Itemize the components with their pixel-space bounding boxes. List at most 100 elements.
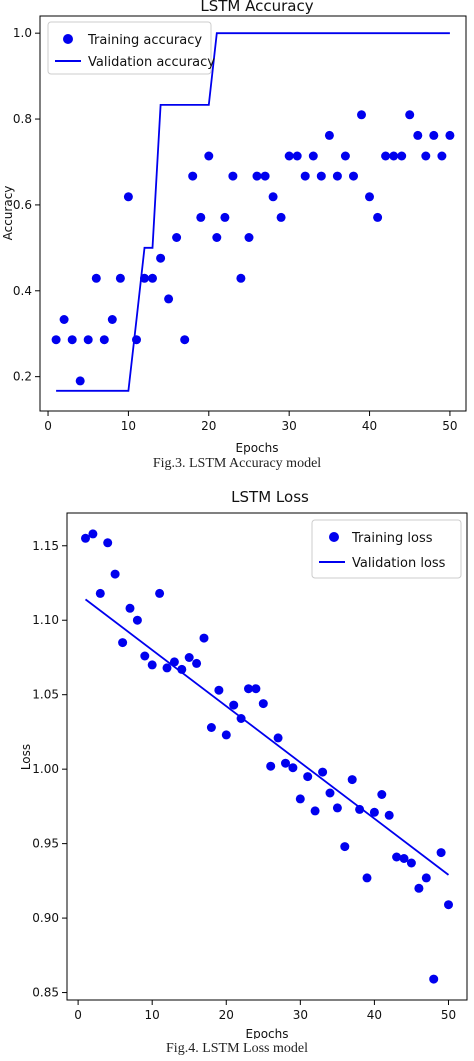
data-point — [81, 533, 90, 543]
x-tick-label: 40 — [362, 419, 377, 433]
data-point — [288, 763, 298, 773]
data-point — [373, 212, 383, 222]
data-point — [244, 233, 254, 242]
data-point — [413, 130, 423, 140]
data-point — [67, 335, 77, 345]
data-point — [221, 730, 231, 740]
chart-title: LSTM Accuracy — [200, 0, 313, 15]
data-point — [125, 603, 135, 613]
data-point — [281, 758, 290, 768]
x-axis-label: Epochs — [246, 1027, 289, 1039]
data-point — [384, 810, 394, 820]
data-point — [421, 873, 431, 883]
data-point — [429, 130, 439, 140]
data-point — [355, 804, 365, 814]
y-axis-ticks: 0.85 0.90 0.95 1.00 1.05 1.10 1.15 — [32, 539, 67, 1000]
data-point — [214, 685, 224, 695]
data-point — [212, 233, 222, 242]
accuracy-chart: LSTM Accuracy 0.2 0.4 0.6 0.8 1.0 0 10 20 30 40 5… — [1, 0, 467, 455]
data-point — [381, 151, 391, 161]
data-point — [362, 873, 372, 883]
data-point — [140, 651, 150, 661]
legend-box — [311, 519, 462, 579]
data-point — [316, 171, 326, 181]
legend: Training accuracy Validation accuracy — [47, 21, 215, 75]
data-point — [204, 151, 214, 161]
data-point — [184, 653, 194, 662]
training-accuracy-series — [51, 110, 455, 386]
data-point — [228, 171, 238, 181]
data-point — [244, 684, 253, 694]
x-axis-ticks: 0 10 20 30 40 50 — [74, 1000, 456, 1022]
y-axis-ticks: 0.2 0.4 0.6 0.8 1.0 — [13, 26, 40, 384]
x-tick-label: 20 — [219, 1008, 234, 1022]
x-tick-label: 40 — [367, 1008, 382, 1022]
data-point — [414, 883, 424, 893]
data-point — [436, 848, 446, 858]
data-point — [369, 807, 379, 817]
data-point — [180, 335, 190, 345]
y-tick-label: 1.10 — [32, 613, 59, 627]
data-point — [392, 852, 402, 862]
data-point — [324, 130, 334, 140]
data-point — [83, 335, 93, 345]
x-tick-label: 20 — [201, 419, 216, 433]
y-axis-label: Loss — [19, 744, 33, 770]
x-tick-label: 0 — [74, 1008, 82, 1022]
data-point — [310, 806, 320, 816]
data-point — [95, 588, 105, 598]
validation-line — [56, 32, 450, 392]
data-point — [276, 212, 286, 222]
data-point — [148, 273, 157, 283]
x-tick-label: 30 — [282, 419, 297, 433]
data-point — [99, 335, 109, 345]
data-point — [172, 233, 182, 242]
x-tick-label: 10 — [145, 1008, 160, 1022]
data-point — [303, 772, 313, 782]
data-point — [132, 335, 141, 345]
data-point — [318, 767, 328, 777]
data-point — [292, 151, 302, 161]
y-tick-label: 0.95 — [32, 837, 59, 851]
data-point — [273, 733, 283, 743]
data-point — [252, 171, 262, 181]
y-tick-label: 0.2 — [13, 370, 32, 384]
data-point — [444, 900, 453, 910]
legend-label-training-loss: Training loss — [351, 531, 433, 546]
data-point — [429, 974, 439, 984]
data-point — [347, 775, 357, 785]
validation-accuracy-series — [56, 32, 450, 392]
chart-title: LSTM Loss — [231, 488, 309, 506]
data-point — [266, 761, 276, 771]
data-point — [123, 192, 133, 202]
data-point — [295, 794, 305, 804]
legend-label-training-accuracy: Training accuracy — [87, 33, 202, 48]
data-point — [397, 151, 407, 161]
data-point — [357, 110, 366, 120]
data-point — [162, 663, 172, 673]
y-tick-label: 1.0 — [13, 26, 32, 40]
data-point — [406, 858, 416, 868]
figure-3-caption: Fig.3. LSTM Accuracy model — [152, 456, 322, 471]
data-point — [349, 171, 358, 181]
data-point — [192, 658, 202, 668]
y-tick-label: 0.90 — [32, 911, 59, 925]
y-tick-label: 0.85 — [32, 986, 59, 1000]
data-point — [399, 854, 409, 863]
data-point — [300, 171, 310, 181]
data-point — [59, 315, 69, 324]
data-point — [107, 315, 117, 324]
data-point — [437, 151, 447, 161]
data-point — [140, 273, 149, 283]
data-point — [421, 151, 431, 161]
data-point — [147, 660, 157, 670]
data-point — [445, 130, 455, 140]
plot-frame — [66, 512, 468, 1001]
data-point — [332, 803, 342, 813]
y-tick-label: 1.15 — [32, 539, 59, 553]
data-point — [118, 638, 128, 648]
data-point — [236, 714, 246, 723]
data-point — [115, 273, 125, 283]
figure-4-caption: Fig.4. LSTM Loss model — [166, 1041, 308, 1056]
data-point — [188, 171, 198, 181]
